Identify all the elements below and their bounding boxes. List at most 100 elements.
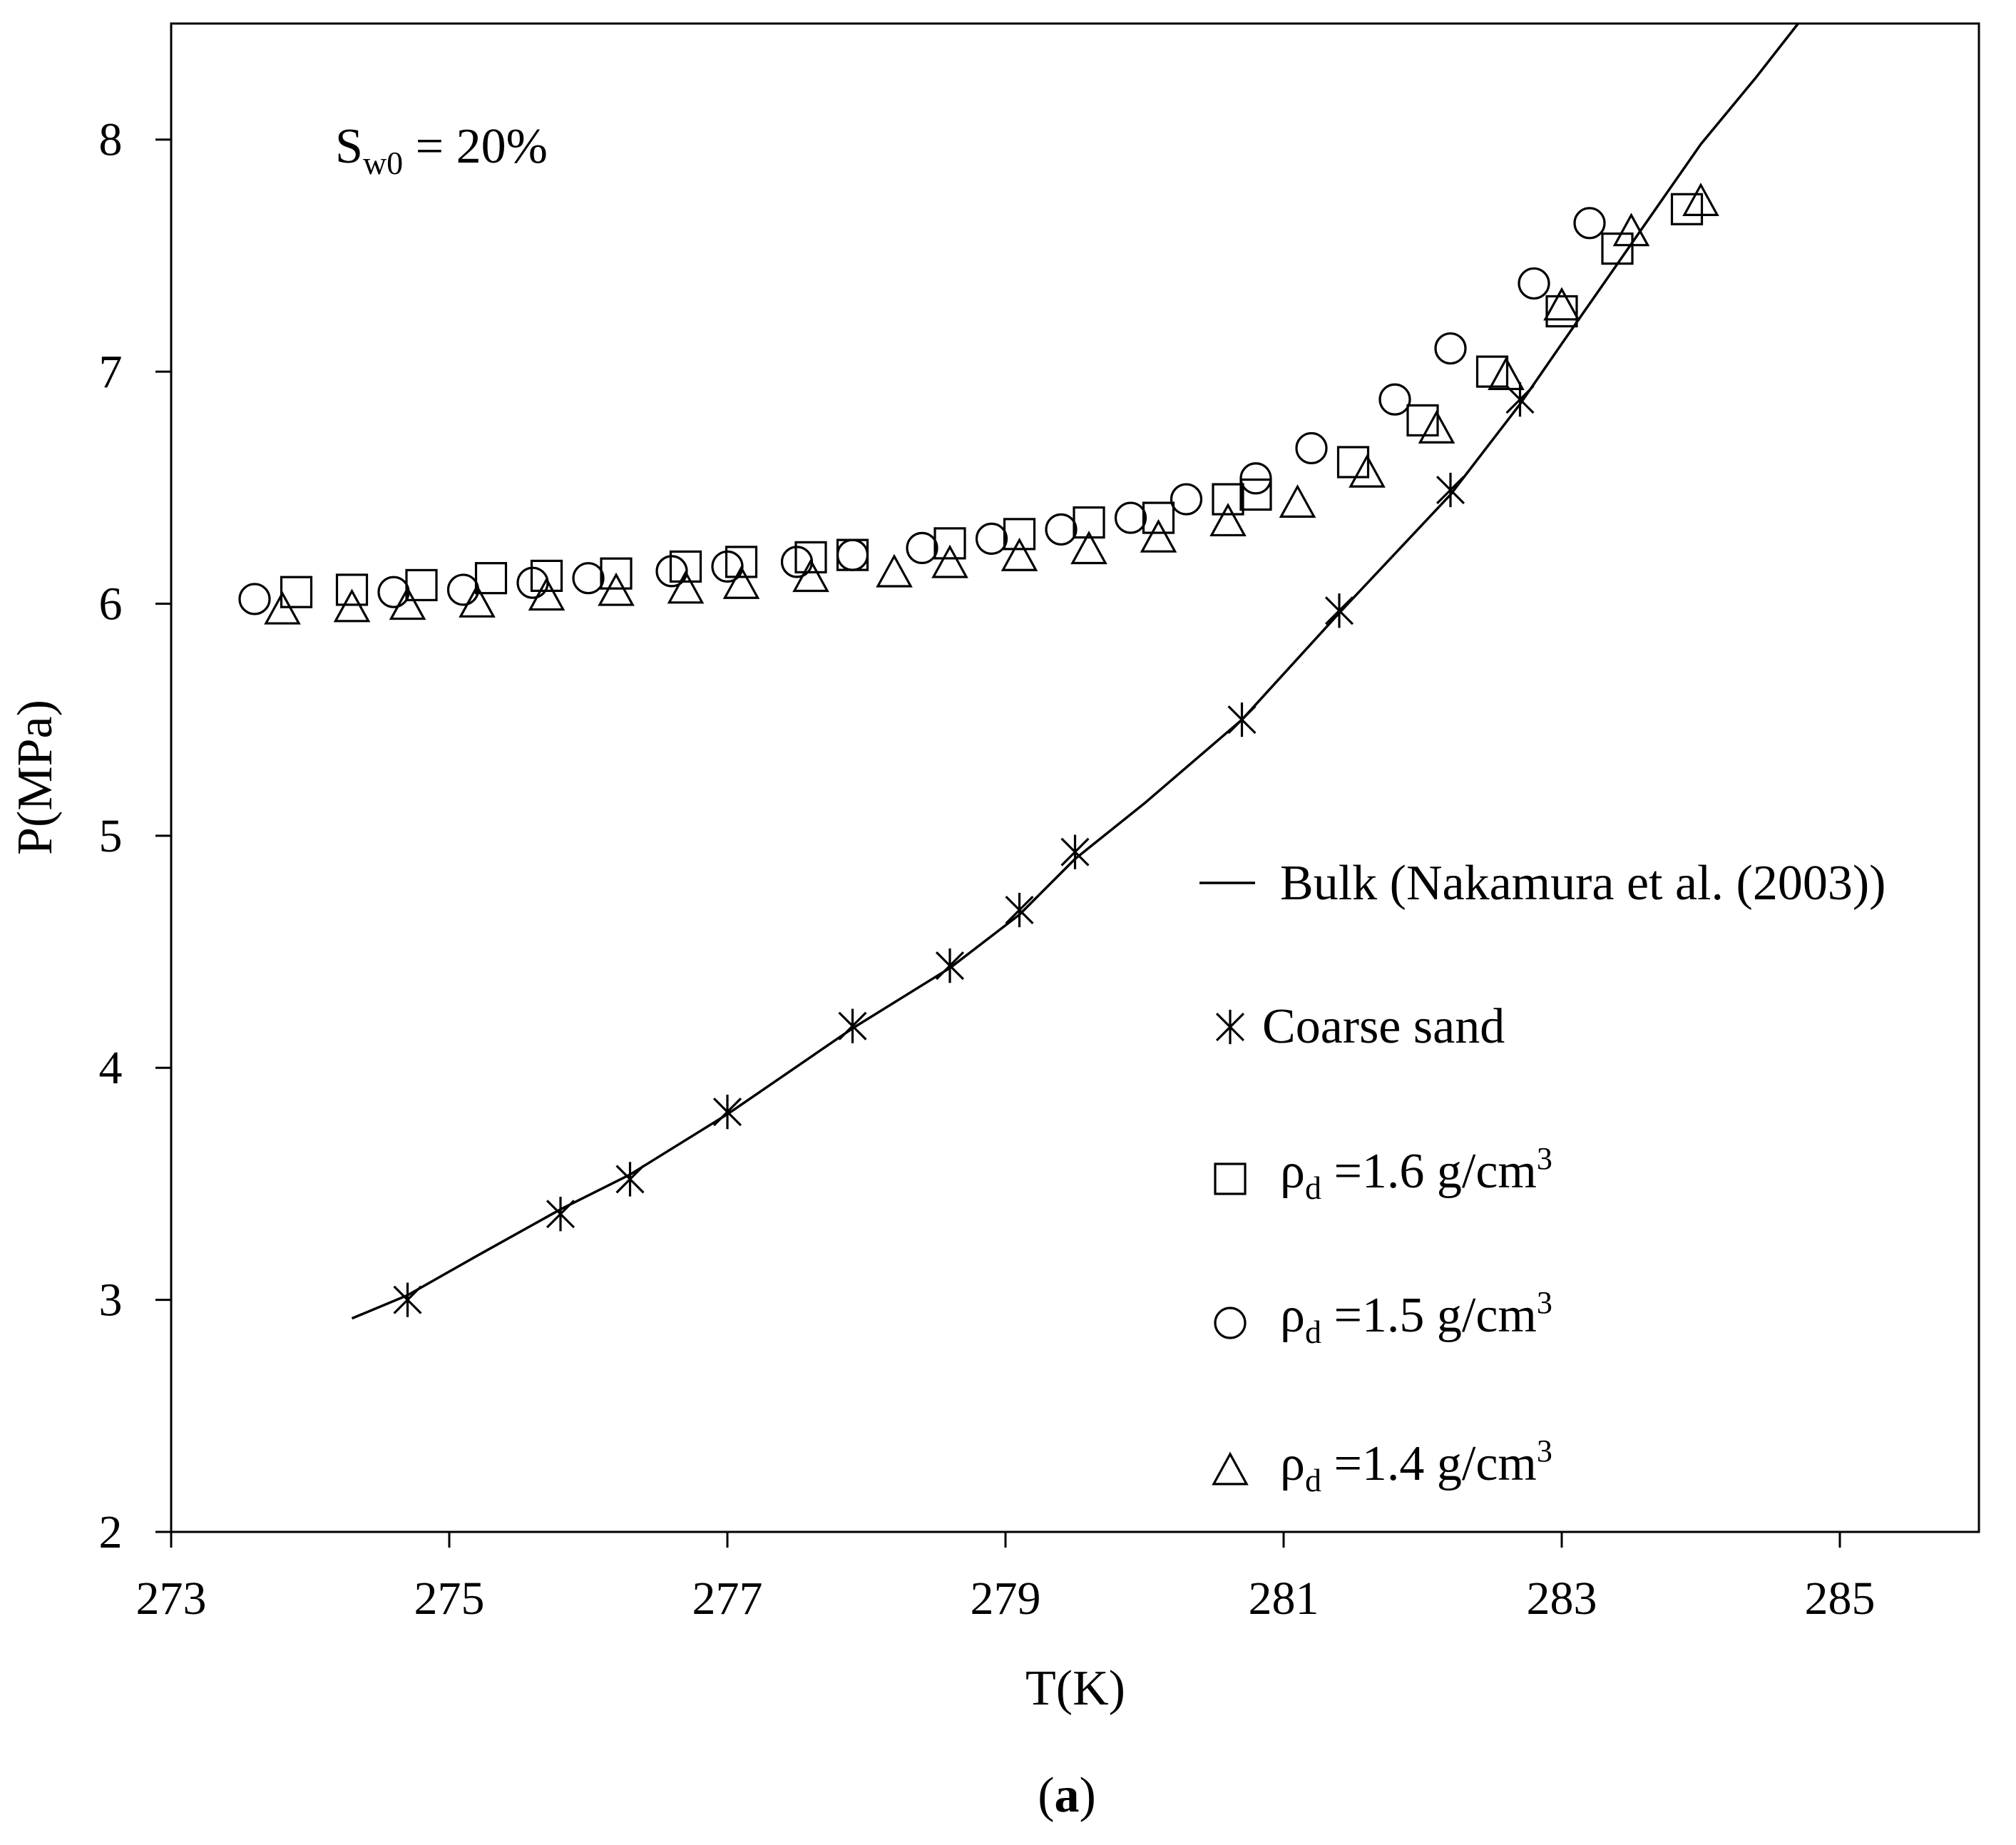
point-asterisk [1324, 593, 1354, 628]
x-axis-ticks: 273 275 277 279 281 283 285 [136, 1532, 1876, 1625]
y-tick-label: 5 [99, 810, 123, 862]
point-circle [1518, 267, 1550, 300]
point-triangle [1279, 484, 1316, 518]
x-tick-label: 281 [1249, 1573, 1319, 1625]
point-square [600, 557, 633, 590]
point-circle [1378, 383, 1411, 416]
plot-area [238, 22, 1799, 1320]
point-square [933, 527, 966, 560]
legend-label: ρd =1.6 g/cm3 [1280, 1141, 1552, 1206]
point-square [1212, 483, 1244, 516]
point-asterisk [393, 1282, 422, 1317]
annotation-rest: = 20% [403, 119, 548, 174]
y-tick-label: 4 [99, 1042, 123, 1094]
point-triangle [333, 588, 371, 623]
point-circle [1170, 483, 1203, 516]
point-asterisk [1505, 382, 1535, 417]
y-tick-label: 2 [99, 1506, 123, 1558]
x-tick-label: 285 [1805, 1573, 1876, 1625]
legend-label-main: ρ [1280, 1144, 1305, 1199]
x-axis-title: T(K) [1025, 1661, 1125, 1716]
point-circle [711, 550, 744, 583]
point-triangle [528, 577, 566, 611]
point-triangle [389, 586, 426, 620]
y-axis-title: P(MPa) [8, 700, 63, 855]
point-square [794, 541, 827, 573]
legend-marker [1214, 1307, 1247, 1339]
point-asterisk [935, 948, 965, 983]
point-triangle [1488, 357, 1525, 391]
legend-label: Coarse sand [1262, 999, 1505, 1054]
point-asterisk [1436, 472, 1465, 508]
legend-label-sup: 3 [1537, 1141, 1552, 1176]
point-triangle [722, 565, 760, 599]
point-asterisk [1060, 834, 1090, 869]
point-square [1545, 295, 1578, 328]
point-asterisk [1005, 892, 1034, 928]
point-triangle [1418, 409, 1455, 444]
y-tick-label: 8 [99, 114, 123, 166]
legend-marker [1214, 1162, 1247, 1195]
caption-close: ) [1080, 1768, 1096, 1823]
legend-label-sup: 3 [1537, 1285, 1552, 1320]
legend-label: ρd =1.4 g/cm3 [1280, 1433, 1552, 1498]
point-circle [1434, 332, 1467, 365]
point-circle [836, 538, 869, 571]
plot-frame [170, 22, 1980, 1533]
point-circle [377, 576, 410, 608]
legend-label-main: ρ [1280, 1288, 1305, 1343]
point-triangle [459, 583, 496, 618]
legend-label-sub: d [1305, 1462, 1321, 1498]
series-line [351, 22, 1799, 1320]
point-asterisk [712, 1094, 742, 1130]
point-triangle [1070, 531, 1107, 565]
legend-label-mid: =1.5 g/cm [1321, 1288, 1537, 1343]
legend-label-sub: d [1305, 1170, 1321, 1206]
legend-marker [1215, 1009, 1245, 1045]
x-tick-label: 279 [971, 1573, 1041, 1625]
point-circle [1295, 431, 1328, 465]
point-asterisk [838, 1008, 867, 1043]
point-asterisk [615, 1162, 645, 1197]
x-tick-label: 275 [414, 1573, 485, 1625]
point-triangle [1209, 503, 1247, 537]
point-square [1336, 446, 1370, 479]
point-triangle [1001, 537, 1038, 571]
y-tick-label: 6 [99, 578, 123, 630]
point-triangle [1543, 287, 1580, 321]
point-circle [1045, 513, 1078, 546]
series-asterisk [393, 382, 1535, 1317]
point-triangle [667, 570, 705, 604]
point-triangle [1682, 183, 1719, 216]
point-triangle [1349, 454, 1386, 488]
point-triangle [264, 591, 301, 625]
y-tick-label: 7 [99, 346, 123, 398]
series-circle [238, 207, 1606, 615]
point-triangle [1612, 213, 1650, 247]
legend-label-mid: =1.6 g/cm [1321, 1144, 1537, 1199]
legend-label-mid: =1.4 g/cm [1321, 1436, 1537, 1491]
point-square [1601, 232, 1634, 265]
legend-label-sup: 3 [1537, 1433, 1552, 1468]
point-triangle [876, 553, 913, 588]
point-triangle [931, 544, 968, 578]
y-axis-ticks: 2 3 4 5 6 7 8 [99, 114, 171, 1558]
legend-marker [1212, 1451, 1249, 1486]
caption-open: ( [1038, 1768, 1054, 1823]
point-square [474, 562, 508, 595]
point-square [1670, 193, 1704, 225]
legend-label: ρd =1.5 g/cm3 [1280, 1285, 1552, 1350]
point-circle [1573, 207, 1606, 240]
point-square [669, 550, 702, 583]
point-square [1003, 518, 1036, 551]
saturation-annotation: Sw0 = 20% [335, 119, 548, 181]
series-square [280, 193, 1704, 608]
point-triangle [1140, 518, 1177, 553]
point-circle [975, 522, 1008, 555]
series-triangle [264, 183, 1719, 625]
point-asterisk [1227, 702, 1257, 737]
annotation-subscript: w0 [363, 145, 403, 181]
figure-caption: (a) [1038, 1768, 1096, 1823]
point-square [1142, 501, 1175, 534]
point-square [725, 546, 758, 578]
